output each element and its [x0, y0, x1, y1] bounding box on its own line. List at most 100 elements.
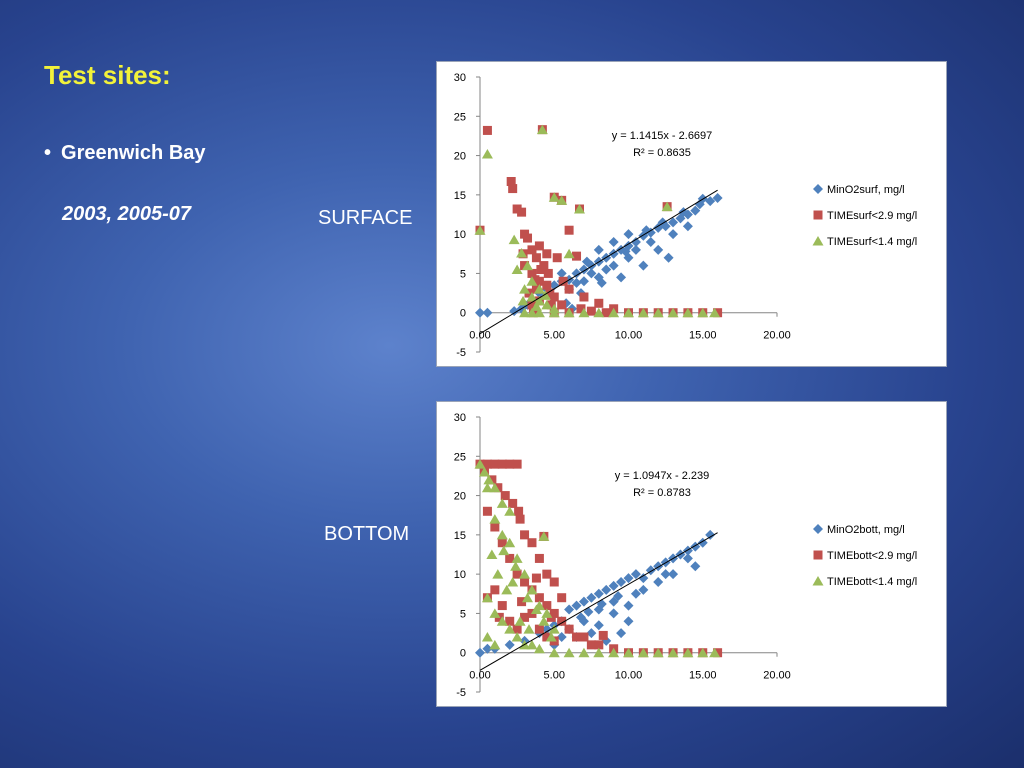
bottom-x-tick-label: 10.00: [615, 670, 643, 682]
surface-point-triangle: [548, 192, 560, 202]
surface-point-square: [542, 280, 552, 290]
surface-label: SURFACE: [318, 207, 413, 229]
bottom-point-square: [549, 577, 559, 587]
bottom-equation: y = 1.0947x - 2.239: [615, 470, 709, 482]
bottom-point-triangle: [522, 592, 534, 603]
surface-point-square: [543, 268, 553, 278]
bottom-point-triangle: [533, 643, 545, 654]
bottom-point-triangle: [489, 639, 501, 650]
bottom-point-diamond: [601, 584, 612, 595]
bottom-y-tick-label: 30: [454, 412, 466, 424]
slide-title: Test sites:: [44, 60, 171, 90]
bottom-point-square: [512, 569, 522, 579]
surface-trendline: [479, 189, 718, 335]
bottom-point-triangle: [667, 647, 679, 658]
surface-point-diamond: [593, 244, 604, 255]
bottom-point-triangle: [530, 604, 542, 614]
surface-point-square: [564, 225, 574, 235]
bottom-point-square: [534, 553, 544, 563]
bottom-point-diamond: [682, 545, 693, 556]
bottom-legend-marker: [813, 550, 823, 560]
surface-point-diamond: [668, 229, 679, 240]
bottom-point-triangle: [489, 514, 501, 524]
surface-point-square: [508, 184, 518, 194]
bottom-point-square: [497, 459, 507, 469]
bottom-y-tick-label: 20: [454, 491, 466, 503]
surface-point-diamond: [630, 237, 641, 247]
surface-point-triangle: [652, 307, 664, 318]
bottom-point-diamond: [593, 588, 604, 599]
surface-r-squared: R² = 0.8635: [633, 147, 691, 159]
bottom-chart-svg: -5 0 5 10 15 20 25 30 0.00 5.00 10.00 15.00 20.00 y =…: [454, 412, 917, 699]
bottom-point-triangle: [481, 632, 493, 642]
surface-point-triangle: [522, 260, 534, 271]
bottom-point-triangle: [526, 639, 538, 650]
bottom-point-diamond: [638, 584, 649, 595]
surface-point-diamond: [608, 260, 619, 271]
bottom-point-diamond: [593, 620, 604, 631]
surface-point-square: [482, 125, 492, 135]
bottom-point-diamond: [616, 577, 627, 587]
surface-point-square: [552, 253, 562, 263]
bottom-point-triangle: [483, 474, 495, 485]
surface-point-square: [520, 261, 530, 271]
bottom-label: BOTTOM: [324, 523, 410, 545]
bottom-point-diamond: [660, 569, 671, 580]
bottom-point-triangle: [682, 647, 694, 658]
bullet-marker: •: [44, 142, 52, 164]
surface-point-square: [534, 241, 544, 251]
surface-point-diamond: [653, 222, 664, 233]
bottom-point-square: [500, 491, 510, 501]
surface-point-square: [536, 265, 546, 274]
surface-point-triangle: [536, 124, 548, 135]
surface-point-diamond: [694, 199, 705, 210]
bottom-point-diamond: [623, 600, 634, 611]
surface-point-square: [527, 300, 537, 310]
bottom-point-diamond: [556, 632, 567, 642]
bottom-point-triangle: [507, 577, 519, 587]
bottom-legend-label: MinO2bott, mg/l: [827, 524, 905, 536]
bottom-point-square: [542, 601, 552, 611]
surface-point-square: [558, 276, 568, 286]
surface-point-triangle: [637, 307, 649, 318]
surface-point-diamond: [645, 237, 656, 247]
bottom-point-diamond: [475, 647, 485, 658]
bottom-point-triangle: [496, 529, 508, 540]
surface-point-square: [545, 288, 555, 298]
surface-point-triangle: [682, 307, 694, 318]
surface-point-diamond: [482, 307, 493, 318]
bottom-point-triangle: [697, 647, 709, 658]
surface-point-square: [506, 177, 516, 186]
bottom-y-tick-label: 15: [454, 530, 466, 542]
bottom-point-square: [594, 640, 604, 650]
surface-x-tick-label: 0.00: [469, 330, 490, 342]
surface-y-tick-label: -5: [456, 347, 466, 359]
bottom-point-triangle: [498, 545, 510, 556]
bottom-point-triangle: [496, 498, 508, 508]
bottom-point-square: [505, 616, 515, 626]
bottom-point-triangle: [538, 531, 550, 541]
bottom-point-diamond: [482, 643, 493, 654]
bottom-point-square: [505, 459, 515, 469]
surface-point-square: [531, 253, 541, 263]
bottom-point-diamond: [571, 600, 582, 611]
bottom-point-square: [520, 530, 530, 540]
surface-point-triangle: [578, 307, 590, 318]
surface-point-diamond: [616, 272, 627, 283]
bottom-point-triangle: [623, 647, 634, 658]
bottom-point-triangle: [563, 647, 575, 658]
bottom-point-square: [520, 577, 530, 587]
bottom-point-triangle: [474, 459, 486, 469]
bottom-point-diamond: [630, 569, 641, 580]
bottom-point-diamond: [608, 608, 619, 619]
bottom-point-diamond: [586, 628, 597, 639]
bottom-point-square: [512, 459, 522, 469]
surface-chart-svg: -5 0 5 10 15 20 25 30 0.00 5.00 10.00 15.00 20.00 y =…: [454, 72, 917, 359]
bottom-point-square: [557, 616, 567, 626]
surface-point-square: [527, 245, 537, 255]
surface-point-square: [713, 308, 723, 318]
bottom-point-square: [534, 593, 544, 603]
surface-point-square: [517, 207, 527, 217]
surface-y-tick-label: 20: [454, 151, 466, 163]
bottom-point-square: [557, 593, 567, 603]
